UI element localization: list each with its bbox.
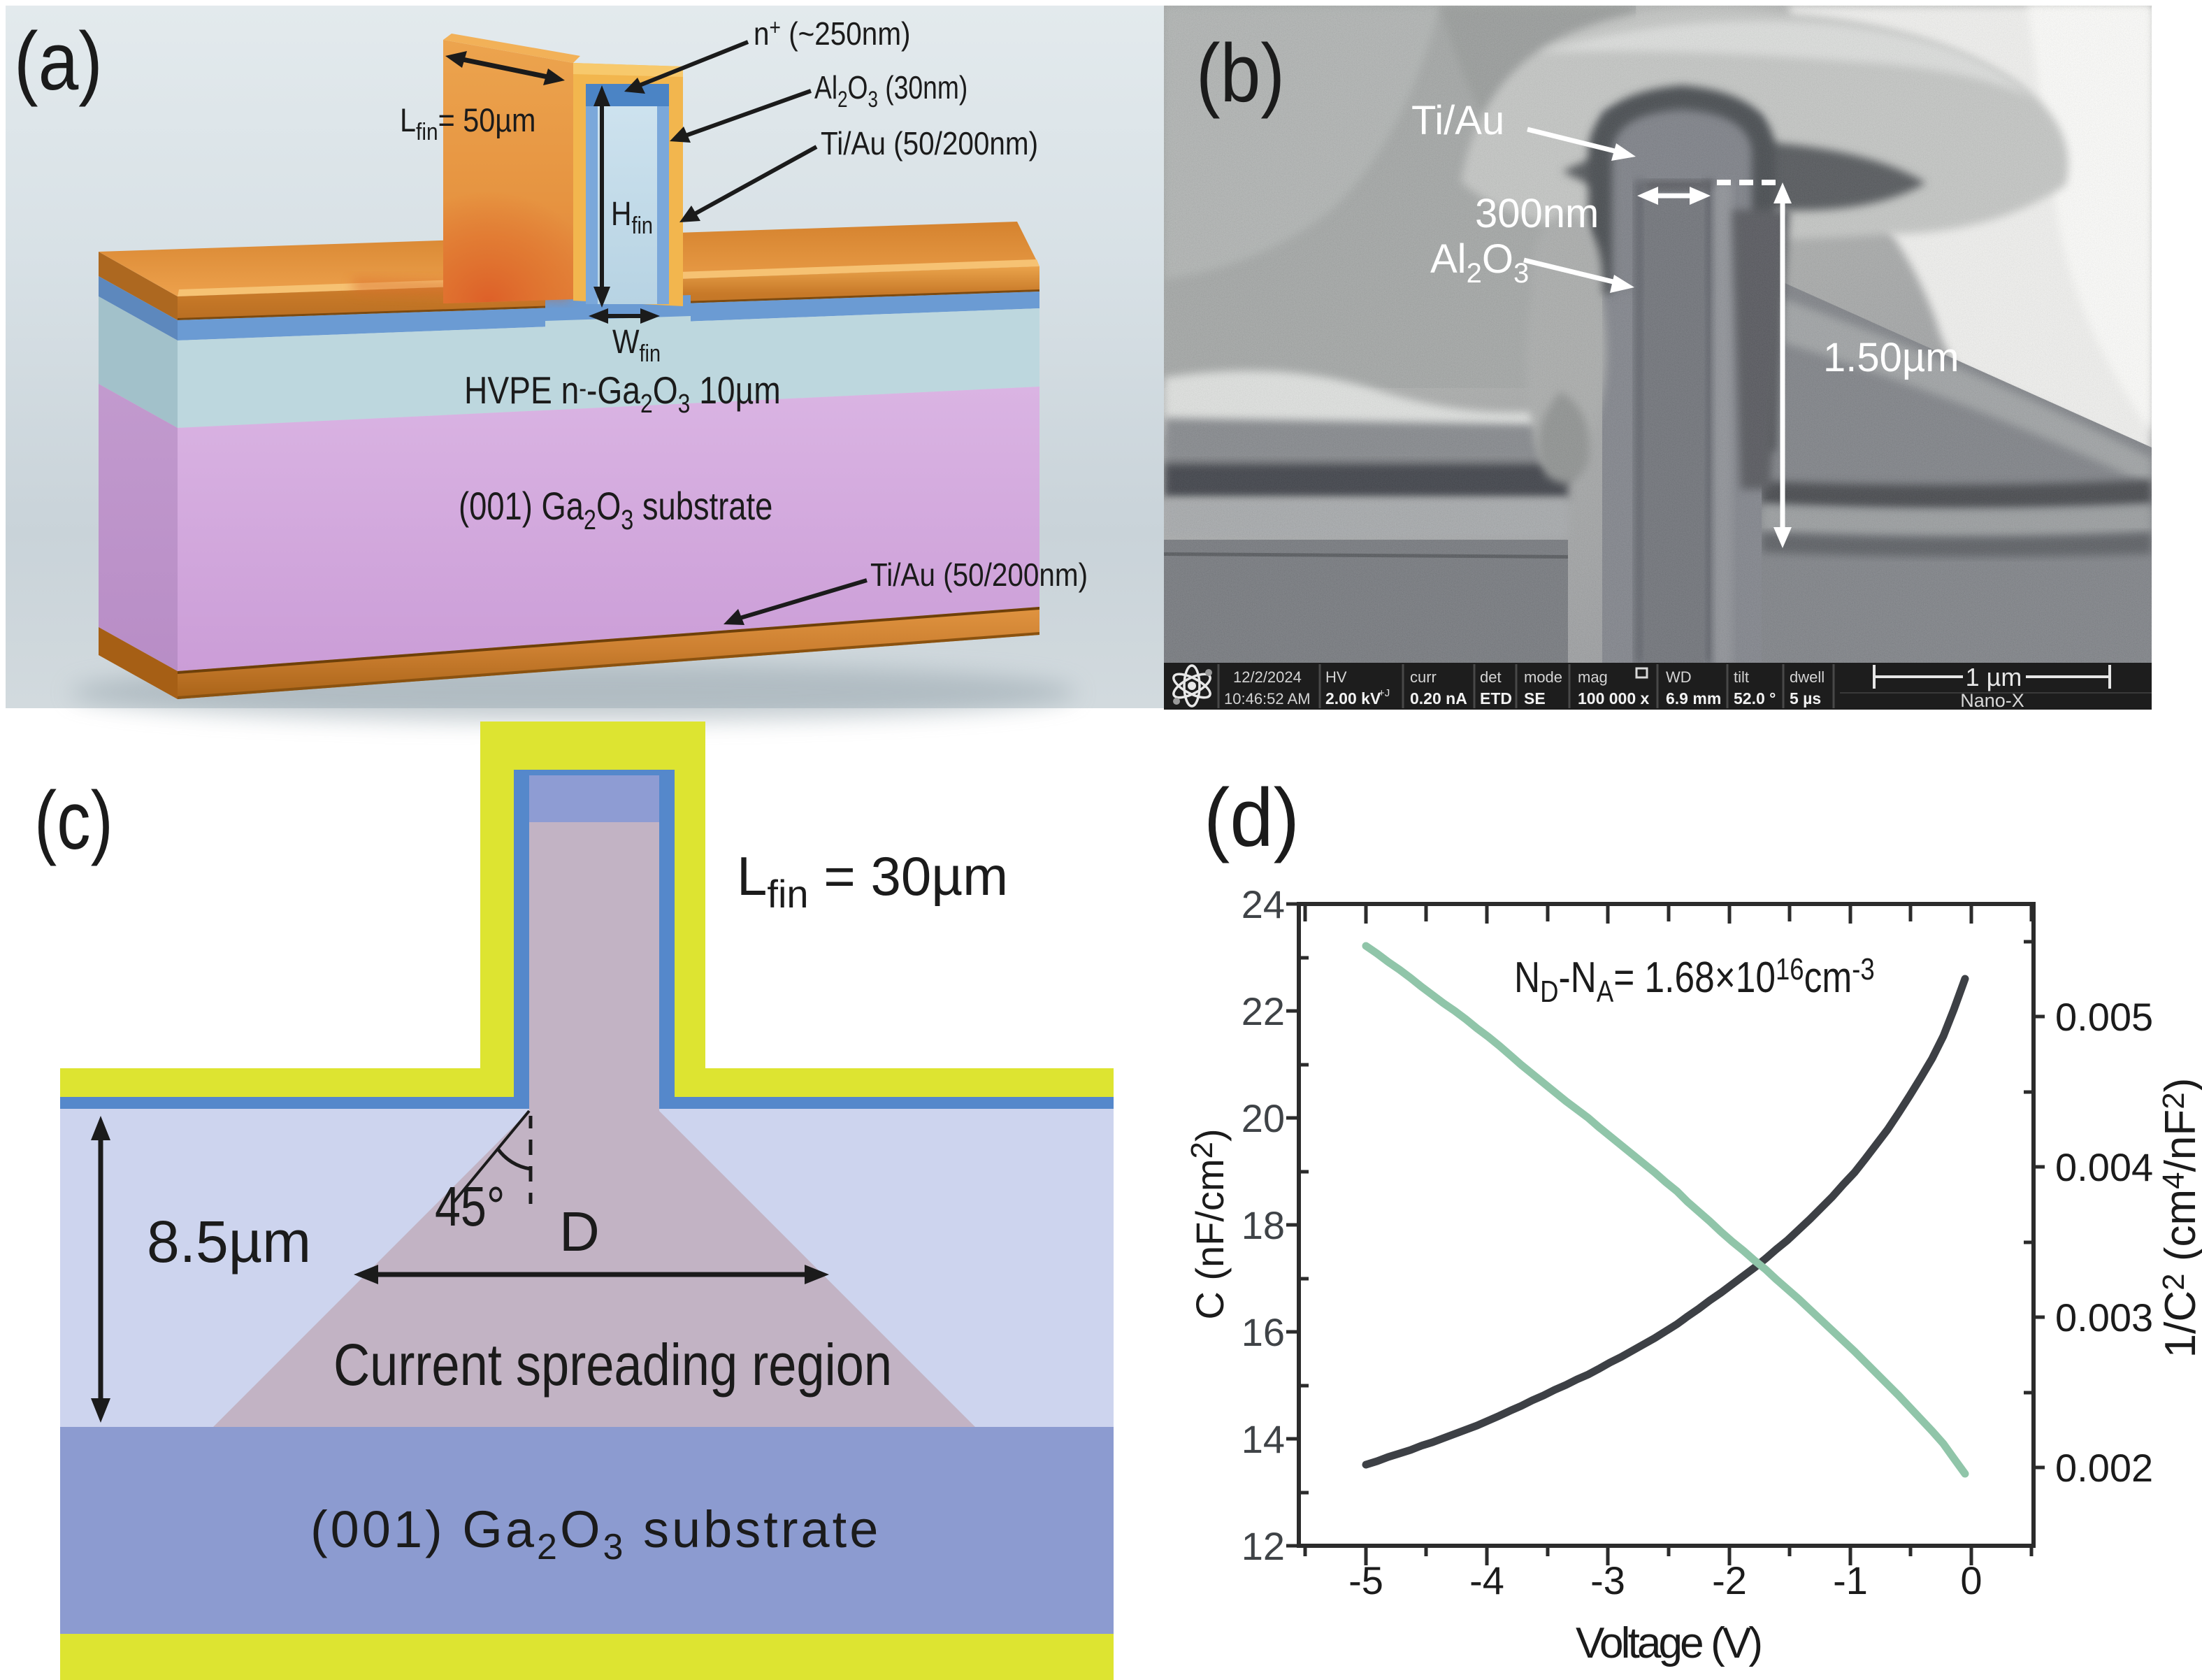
- svg-text:0: 0: [1960, 1558, 1982, 1602]
- svg-text:-5: -5: [1348, 1558, 1383, 1602]
- svg-text:2.00 kV: 2.00 kV: [1325, 689, 1381, 708]
- svg-text:(d): (d): [1204, 772, 1300, 863]
- svg-text:300nm: 300nm: [1475, 191, 1599, 236]
- svg-text:+J: +J: [1379, 687, 1390, 699]
- svg-text:(001) Ga2O3 substrate: (001) Ga2O3 substrate: [310, 1500, 881, 1567]
- svg-text:tilt: tilt: [1734, 668, 1749, 686]
- svg-text:SE: SE: [1524, 689, 1546, 708]
- svg-text:0.002: 0.002: [2055, 1446, 2153, 1490]
- svg-text:8.5µm: 8.5µm: [147, 1209, 311, 1275]
- svg-text:(001) Ga2O3 substrate: (001) Ga2O3 substrate: [459, 484, 772, 535]
- svg-text:0.003: 0.003: [2055, 1295, 2153, 1340]
- svg-text:-3: -3: [1590, 1558, 1625, 1602]
- svg-text:16: 16: [1242, 1310, 1285, 1354]
- svg-text:6.9 mm: 6.9 mm: [1666, 689, 1721, 708]
- svg-text:(c): (c): [34, 774, 113, 866]
- svg-text:mag: mag: [1578, 668, 1608, 686]
- svg-text:0.004: 0.004: [2055, 1145, 2153, 1189]
- svg-text:(a): (a): [14, 15, 103, 108]
- svg-text:52.0 °: 52.0 °: [1734, 689, 1776, 708]
- svg-text:curr: curr: [1410, 668, 1437, 686]
- svg-text:Voltage (V): Voltage (V): [1576, 1619, 1763, 1667]
- svg-text:14: 14: [1242, 1417, 1285, 1461]
- svg-text:det: det: [1480, 668, 1502, 686]
- svg-text:(b): (b): [1196, 27, 1285, 120]
- svg-text:12: 12: [1242, 1524, 1285, 1568]
- svg-text:dwell: dwell: [1790, 668, 1825, 686]
- svg-text:Ti/Au: Ti/Au: [1411, 98, 1504, 143]
- svg-text:HVPE n--Ga2O3 10µm: HVPE n--Ga2O3 10µm: [464, 368, 781, 418]
- svg-text:0.005: 0.005: [2055, 995, 2153, 1039]
- svg-text:Ti/Au (50/200nm): Ti/Au (50/200nm): [870, 558, 1088, 594]
- svg-text:Lfin = 30µm: Lfin = 30µm: [737, 845, 1008, 916]
- svg-text:1.50µm: 1.50µm: [1823, 335, 1959, 380]
- svg-text:10:46:52 AM: 10:46:52 AM: [1224, 690, 1311, 708]
- svg-text:ND-NA= 1.68×1016cm-3: ND-NA= 1.68×1016cm-3: [1514, 952, 1875, 1009]
- svg-text:ETD: ETD: [1480, 689, 1512, 708]
- svg-text:WD: WD: [1666, 668, 1692, 686]
- svg-text:18: 18: [1242, 1203, 1285, 1247]
- svg-text:20: 20: [1242, 1096, 1285, 1140]
- svg-text:-4: -4: [1469, 1558, 1504, 1602]
- svg-text:Nano-X: Nano-X: [1960, 690, 2024, 711]
- svg-text:100 000 x: 100 000 x: [1578, 689, 1650, 708]
- svg-text:-1: -1: [1833, 1558, 1868, 1602]
- svg-text:HV: HV: [1325, 668, 1347, 686]
- svg-text:Wfin: Wfin: [612, 324, 661, 367]
- svg-text:1 µm: 1 µm: [1966, 663, 2022, 691]
- svg-text:12/2/2024: 12/2/2024: [1233, 668, 1302, 686]
- svg-text:C (nF/cm2): C (nF/cm2): [1185, 1128, 1232, 1319]
- svg-text:-2: -2: [1712, 1558, 1747, 1602]
- svg-text:Current spreading region: Current spreading region: [333, 1332, 892, 1398]
- svg-text:1/C2 (cm4/nF2): 1/C2 (cm4/nF2): [2157, 1078, 2202, 1358]
- svg-text:5 µs: 5 µs: [1790, 689, 1821, 708]
- svg-text:45°: 45°: [435, 1175, 505, 1237]
- svg-text:24: 24: [1242, 882, 1285, 926]
- svg-text:mode: mode: [1524, 668, 1562, 686]
- svg-text:Ti/Au (50/200nm): Ti/Au (50/200nm): [821, 127, 1038, 162]
- svg-text:D: D: [559, 1200, 600, 1263]
- svg-text:Hfin: Hfin: [611, 196, 653, 239]
- svg-text:0.20 nA: 0.20 nA: [1410, 689, 1467, 708]
- svg-text:22: 22: [1242, 989, 1285, 1033]
